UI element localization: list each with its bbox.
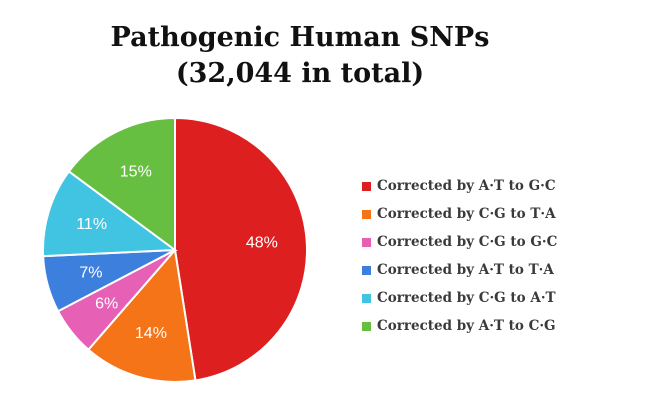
legend-item: Corrected by C·G to T·A (362, 200, 642, 228)
slice-label-3: 6% (95, 296, 118, 313)
chart-legend: Corrected by A·T to G·C Corrected by C·G … (362, 172, 642, 340)
slice-label-5: 11% (76, 216, 107, 233)
legend-swatch (362, 237, 371, 247)
slice-label-4: 7% (79, 264, 102, 281)
legend-label: Corrected by C·G to T·A (377, 206, 556, 222)
legend-swatch (362, 209, 371, 219)
legend-label: Corrected by C·G to A·T (377, 290, 556, 306)
pie-slice-6 (67, 116, 176, 252)
legend-label: Corrected by A·T to G·C (377, 178, 556, 194)
legend-swatch (362, 265, 371, 275)
chart-subtitle: (32,044 in total) (175, 58, 425, 89)
legend-swatch (362, 293, 371, 303)
legend-label: Corrected by A·T to T·A (377, 262, 554, 278)
chart-title-main: Pathogenic Human SNPs (110, 22, 490, 53)
slice-label-6: 15% (120, 164, 152, 181)
legend-swatch (362, 321, 371, 331)
legend-item: Corrected by A·T to T·A (362, 256, 642, 284)
slice-label-1: 48% (246, 235, 278, 252)
pie-slice-2 (87, 247, 197, 383)
slice-label-2: 14% (135, 325, 167, 342)
pie-slice-1 (174, 116, 308, 382)
legend-swatch (362, 181, 371, 191)
legend-item: Corrected by C·G to G·C (362, 228, 642, 256)
legend-label: Corrected by A·T to C·G (377, 318, 556, 334)
pie-slice-5 (42, 170, 178, 258)
chart-title: Pathogenic Human SNPs (32,044 in total) (0, 20, 600, 92)
legend-item: Corrected by A·T to G·C (362, 172, 642, 200)
legend-item: Corrected by A·T to C·G (362, 312, 642, 340)
legend-item: Corrected by C·G to A·T (362, 284, 642, 312)
legend-label: Corrected by C·G to G·C (377, 234, 558, 250)
